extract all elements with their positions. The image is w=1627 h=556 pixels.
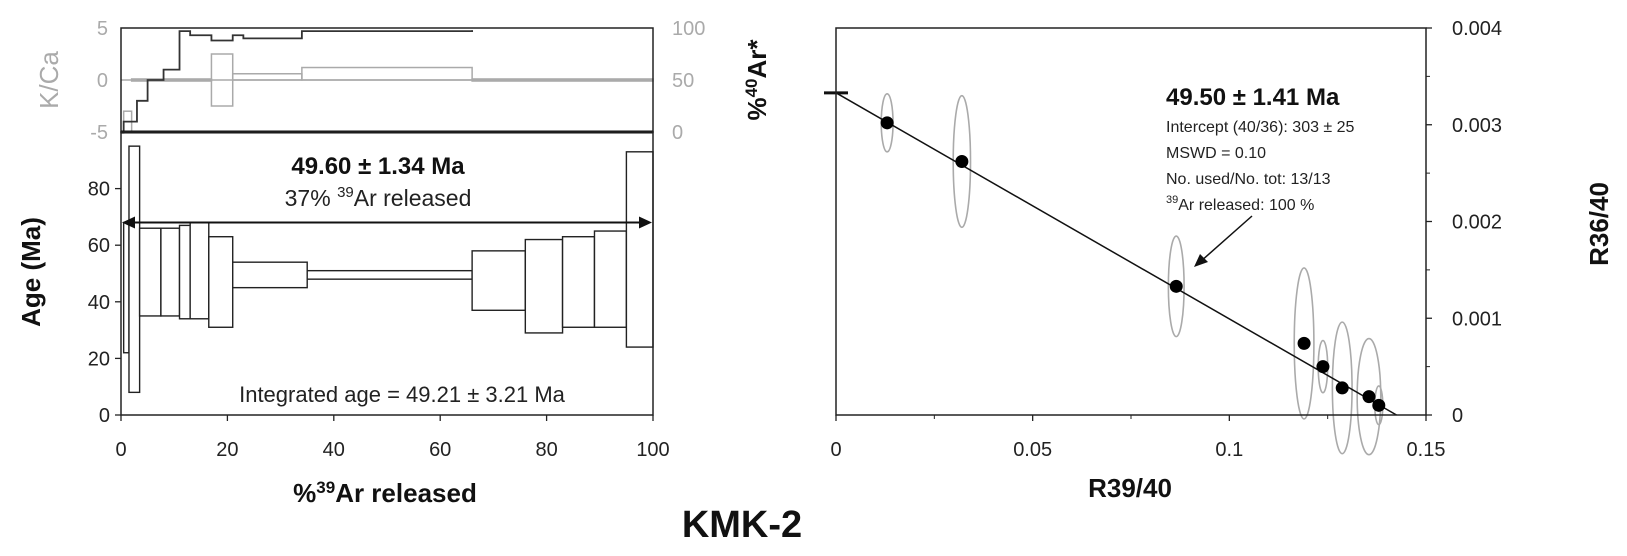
age-step-8 [306,269,473,280]
age-axis-label: Age (Ma) [16,217,46,327]
isochron-steps-text: No. used/No. tot: 13/13 [1166,171,1331,188]
release-axis-label: %39Ar released [293,478,477,508]
kca-axis-label: K/Ca [34,51,64,109]
age-ytick-label: 0 [99,405,110,427]
age-xtick-label: 20 [216,439,238,461]
age-xtick-label: 40 [323,439,345,461]
age-step-2 [138,227,162,317]
age-step-5 [189,221,210,320]
kca-tick-neg5: -5 [90,122,108,144]
age-xtick-label: 80 [535,439,557,461]
error-ellipse-1 [952,94,972,229]
age-step-6 [208,236,234,328]
plateau-release-text: 37% 39Ar released [285,184,472,211]
age-step-4 [178,224,191,320]
iso-ytick-label: 0.003 [1452,115,1502,137]
iso-ytick-label: 0.002 [1452,212,1502,234]
age-xtick-label: 0 [115,439,126,461]
data-point-1 [955,155,969,169]
isochron-release-text: 39Ar released: 100 % [1166,194,1314,214]
age-step-7 [232,261,308,289]
isochron-fit-line [835,92,1397,416]
kca-tick-5: 5 [97,18,108,40]
age-ytick-label: 20 [88,348,110,370]
age-step-9 [471,250,527,311]
kca-step-4 [231,73,303,81]
age-step-12 [593,230,628,328]
iso-xtick-label: 0.15 [1407,439,1446,461]
isochron-intercept-text: Intercept (40/36): 303 ± 25 [1166,119,1355,136]
error-ellipse-5 [1331,321,1353,455]
age-step-11 [561,236,596,328]
plateau-arrow [122,216,652,229]
iso-xtick-label: 0.05 [1013,439,1052,461]
isochron-panel: 0 0.05 0.1 0.15 0 0.001 0.002 0.003 0.004 49.50 … [824,18,1614,503]
ar40-tick-50: 50 [672,70,694,92]
age-ytick-label: 80 [88,179,110,201]
error-ellipse-2 [1167,235,1185,338]
data-point-3 [1297,336,1311,350]
error-ellipse-3 [1293,267,1315,420]
data-point-4 [1316,360,1330,374]
kca-panel: 5 0 -5 100 50 0 K/Ca %40Ar* [34,18,772,144]
isochron-age-text: 49.50 ± 1.41 Ma [1166,84,1340,111]
sample-name: KMK-2 [682,504,802,546]
isochron-mswd-text: MSWD = 0.10 [1166,145,1266,162]
ar40-step-line [121,30,474,133]
plateau-arrow-left-head [122,216,135,229]
data-point-2 [1169,279,1183,293]
ar40-tick-100: 100 [672,18,705,40]
age-step-10 [524,238,564,334]
error-ellipse-6 [1356,337,1382,456]
r3640-axis-label: R36/40 [1584,182,1614,266]
data-point-0 [880,116,894,130]
ar40-axis-label: %40Ar* [742,39,772,121]
age-xtick-label: 60 [429,439,451,461]
iso-ytick-label: 0.004 [1452,18,1502,40]
age-ytick-label: 60 [88,235,110,257]
kca-tick-0: 0 [97,70,108,92]
age-frame [120,131,654,416]
iso-ytick-label: 0 [1452,405,1463,427]
age-step-3 [160,227,181,317]
data-point-6 [1362,390,1376,404]
iso-ytick-label: 0.001 [1452,308,1502,330]
data-point-5 [1335,381,1349,395]
age-step-13 [625,151,654,348]
data-point-7 [1372,398,1386,412]
age-step-1 [128,145,141,394]
annotation-arrow [1194,215,1253,267]
age-ytick-label: 40 [88,292,110,314]
r3940-axis-label: R39/40 [1088,473,1172,503]
integrated-age-text: Integrated age = 49.21 ± 3.21 Ma [239,382,566,407]
plateau-age-text: 49.60 ± 1.34 Ma [291,153,465,180]
age-step-0 [122,221,130,354]
age-xtick-label: 100 [636,439,669,461]
iso-xtick-label: 0.1 [1215,439,1243,461]
plateau-arrow-right-head [639,216,652,229]
kca-step-5 [301,66,473,81]
iso-xtick-label: 0 [830,439,841,461]
age-spectrum-panel: 0 20 40 60 80 100 0 20 40 60 80 49.60 ± 1.34 Ma 37… [16,131,670,508]
ar40-tick-0: 0 [672,122,683,144]
